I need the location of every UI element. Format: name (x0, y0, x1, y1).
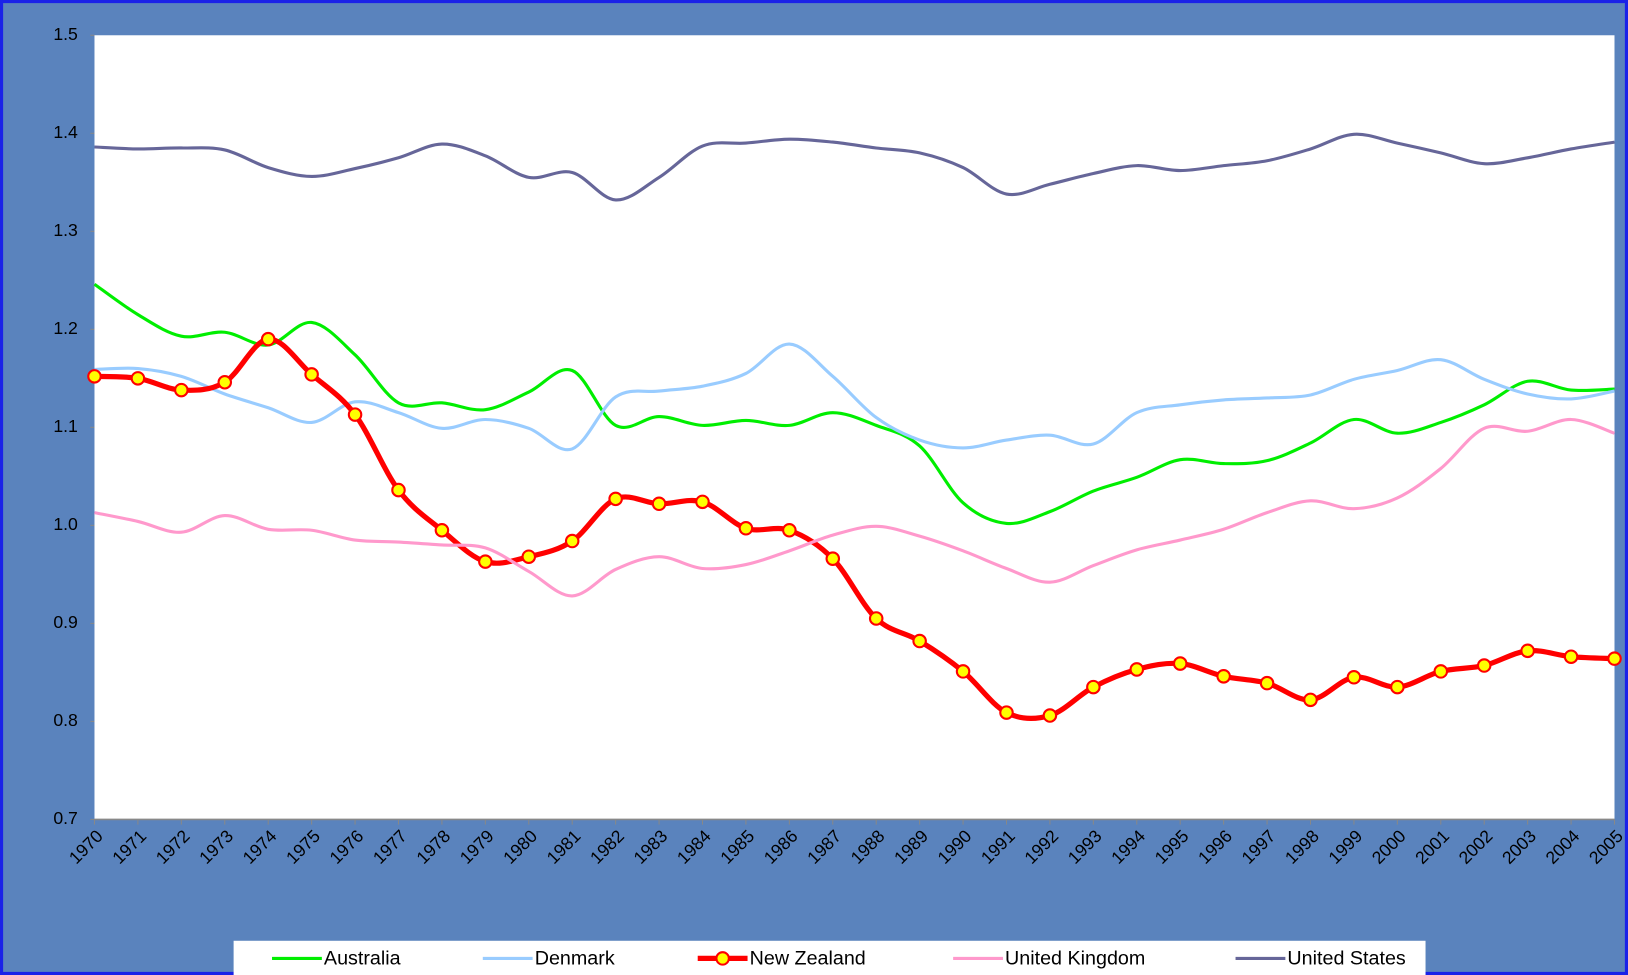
marker (217, 374, 233, 390)
marker (651, 496, 667, 512)
marker (478, 554, 493, 569)
marker (564, 533, 580, 549)
y-tick-label: 0.8 (53, 710, 78, 730)
marker (521, 549, 537, 564)
series-line (94, 342, 1615, 452)
marker (1042, 708, 1058, 723)
marker (87, 369, 102, 384)
y-tick-label: 1.1 (53, 416, 78, 436)
y-tick-label: 1.3 (53, 220, 78, 240)
marker (1476, 658, 1492, 673)
legend-label: Denmark (535, 948, 615, 970)
marker (1172, 656, 1188, 671)
legend (233, 940, 1426, 975)
legend-label: New Zealand (750, 948, 866, 970)
marker (1433, 664, 1449, 679)
series-line (94, 132, 1615, 202)
marker (738, 521, 754, 536)
marker (999, 705, 1014, 720)
marker (1520, 643, 1535, 659)
marker (1563, 649, 1579, 664)
legend-label: United States (1287, 948, 1405, 970)
marker (304, 367, 319, 382)
marker (1216, 669, 1231, 684)
series-line (94, 417, 1616, 598)
legend-entries: Australia Denmark New Zealand United Kingdo… (272, 948, 1406, 970)
series-line (93, 282, 1615, 526)
legend-label: United Kingdom (1005, 948, 1145, 970)
y-tick-label: 1.4 (53, 122, 78, 142)
marker (608, 491, 623, 507)
marker (1129, 662, 1145, 677)
marker (825, 551, 841, 566)
legend-marker (715, 951, 730, 966)
y-tick-label: 0.7 (53, 808, 78, 828)
marker (695, 494, 710, 510)
marker (1303, 692, 1318, 708)
y-tick-label: 1.5 (53, 24, 78, 44)
y-tick-label: 0.9 (53, 612, 78, 632)
marker (1607, 651, 1622, 666)
marker (1086, 679, 1101, 695)
marker (782, 522, 797, 538)
legend-label: Australia (324, 948, 401, 970)
marker (130, 371, 146, 386)
marker (391, 482, 406, 498)
marker (174, 382, 189, 398)
marker (912, 633, 927, 649)
y-tick-label: 1.2 (53, 318, 78, 338)
marker (1390, 679, 1405, 695)
marker (260, 331, 276, 347)
marker (347, 407, 363, 422)
marker (868, 611, 884, 626)
y-tick-label: 1.0 (53, 514, 78, 534)
plot-area (94, 35, 1615, 820)
marker (434, 522, 450, 538)
marker (1259, 675, 1275, 691)
marker (955, 664, 971, 679)
marker (1346, 670, 1362, 685)
